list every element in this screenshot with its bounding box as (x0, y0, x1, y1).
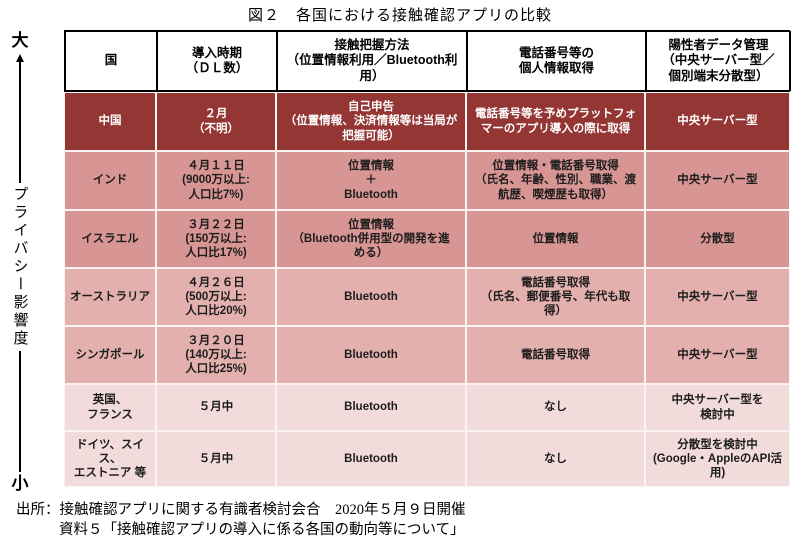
table-row-india: インド ４月１１日 (9000万以上: 人口比7%) 位置情報 ＋ Blueto… (64, 151, 790, 210)
axis-label: プライバシー影響度 (11, 186, 29, 348)
table-row-china: 中国 ２月 （不明） 自己申告 （位置情報、決済情報等は当局が 把握可能） 電話… (64, 92, 790, 151)
cell-data-management: 分散型を検討中 (Google・AppleのAPI活 用) (645, 431, 790, 487)
cell-method: Bluetooth (276, 431, 466, 487)
cell-personal-info: 電話番号等を予めプラットフォ マーのアプリ導入の際に取得 (466, 92, 645, 151)
source-line-1: 出所：接触確認アプリに関する有識者検討会合 2020年５月９日開催 (16, 502, 466, 518)
cell-country: オーストラリア (64, 268, 156, 326)
cell-data-management: 分散型 (645, 210, 790, 268)
source-line-2: 資料５「接触確認アプリの導入に係る各国の動向等について」 (59, 521, 465, 538)
cell-personal-info: 位置情報 (466, 210, 645, 268)
cell-personal-info: 電話番号取得 (466, 326, 645, 384)
cell-method: Bluetooth (276, 268, 466, 326)
cell-country: ドイツ、スイス、 エストニア 等 (64, 431, 156, 487)
cell-launch: ５月中 (156, 431, 276, 487)
source-note: 出所：接触確認アプリに関する有識者検討会合 2020年５月９日開催 資料５「接触… (16, 501, 466, 540)
cell-country: 中国 (64, 92, 156, 151)
header-country: 国 (65, 31, 157, 91)
comparison-table: 国 導入時期 （ＤＬ数） 接触把握方法 （位置情報利用／Bluetooth利用）… (64, 30, 791, 487)
table-body: 中国 ２月 （不明） 自己申告 （位置情報、決済情報等は当局が 把握可能） 電話… (64, 92, 790, 487)
arrow-up-icon (16, 53, 24, 62)
cell-launch: ４月１１日 (9000万以上: 人口比7%) (156, 151, 276, 210)
table-row-uk-france: 英国、 フランス ５月中 Bluetooth なし 中央サーバー型を 検討中 (64, 384, 790, 431)
header-data-management: 陽性者データ管理 （中央サーバー型／ 個別端末分散型） (646, 31, 791, 91)
cell-personal-info: 電話番号取得 （氏名、郵便番号、年代も取 得） (466, 268, 645, 326)
cell-country: 英国、 フランス (64, 384, 156, 431)
axis-line-lower (19, 351, 21, 473)
cell-launch: ２月 （不明） (156, 92, 276, 151)
cell-method: Bluetooth (276, 384, 466, 431)
table-row-israel: イスラエル ３月２２日 (150万以上: 人口比17%) 位置情報 （Bluet… (64, 210, 790, 268)
table-header: 国 導入時期 （ＤＬ数） 接触把握方法 （位置情報利用／Bluetooth利用）… (64, 30, 791, 92)
cell-launch: ３月２２日 (150万以上: 人口比17%) (156, 210, 276, 268)
cell-method: 自己申告 （位置情報、決済情報等は当局が 把握可能） (276, 92, 466, 151)
figure-title: 図２ 各国における接触確認アプリの比較 (247, 8, 552, 24)
cell-data-management: 中央サーバー型を 検討中 (645, 384, 790, 431)
cell-personal-info: 位置情報・電話番号取得 （氏名、年齢、性別、職業、渡 航歴、喫煙歴も取得） (466, 151, 645, 210)
cell-country: シンガポール (64, 326, 156, 384)
table-row-germany-switzerland-estonia: ドイツ、スイス、 エストニア 等 ５月中 Bluetooth なし 分散型を検討… (64, 431, 790, 487)
cell-launch: ５月中 (156, 384, 276, 431)
cell-country: イスラエル (64, 210, 156, 268)
cell-data-management: 中央サーバー型 (645, 268, 790, 326)
header-row: 国 導入時期 （ＤＬ数） 接触把握方法 （位置情報利用／Bluetooth利用）… (65, 31, 791, 91)
cell-method: Bluetooth (276, 326, 466, 384)
axis-line-upper (19, 61, 21, 183)
axis-bottom-label: 小 (11, 474, 29, 494)
cell-personal-info: なし (466, 431, 645, 487)
cell-personal-info: なし (466, 384, 645, 431)
cell-data-management: 中央サーバー型 (645, 92, 790, 151)
cell-method: 位置情報 ＋ Bluetooth (276, 151, 466, 210)
cell-data-management: 中央サーバー型 (645, 326, 790, 384)
cell-country: インド (64, 151, 156, 210)
cell-method: 位置情報 （Bluetooth併用型の開発を進 める） (276, 210, 466, 268)
privacy-impact-axis: 大 プライバシー影響度 小 (2, 31, 38, 494)
axis-top-label: 大 (11, 31, 29, 50)
table-row-singapore: シンガポール ３月２０日 (140万以上: 人口比25%) Bluetooth … (64, 326, 790, 384)
header-method: 接触把握方法 （位置情報利用／Bluetooth利用） (277, 31, 467, 91)
header-launch: 導入時期 （ＤＬ数） (157, 31, 277, 91)
table-row-australia: オーストラリア ４月２６日 (500万以上: 人口比20%) Bluetooth… (64, 268, 790, 326)
header-personal-info: 電話番号等の 個人情報取得 (467, 31, 646, 91)
cell-launch: ４月２６日 (500万以上: 人口比20%) (156, 268, 276, 326)
cell-launch: ３月２０日 (140万以上: 人口比25%) (156, 326, 276, 384)
cell-data-management: 中央サーバー型 (645, 151, 790, 210)
